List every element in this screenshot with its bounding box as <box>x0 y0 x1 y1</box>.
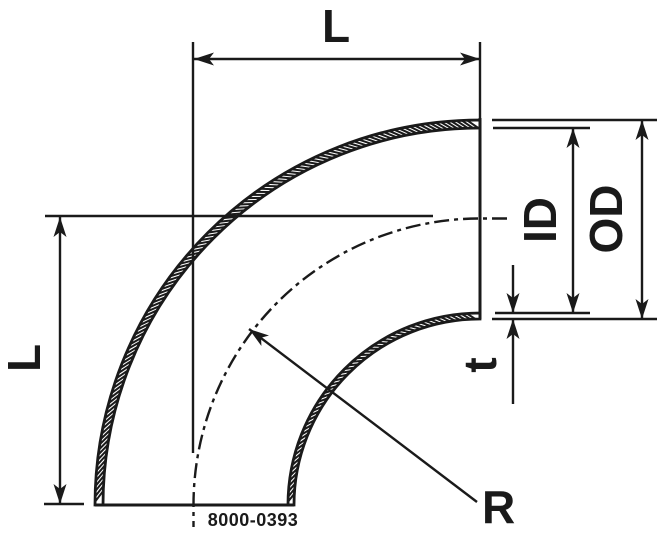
drawing-number: 8000-0393 <box>208 510 299 530</box>
label-inner-diameter: ID <box>514 197 566 243</box>
outer-wall-hatching <box>94 119 479 503</box>
arrowhead-up-icon <box>635 120 649 140</box>
elbow-outer-wall <box>93 118 482 507</box>
arrowhead-up-icon <box>566 128 580 148</box>
elbow-inner-wall <box>286 311 482 507</box>
dimension-length-left: L <box>0 217 84 506</box>
label-outer-diameter: OD <box>580 185 632 254</box>
arrowhead-down-icon <box>506 293 520 313</box>
bend-centerline-arc <box>192 217 507 527</box>
arrowhead-down-icon <box>53 484 67 504</box>
arrowhead-left-icon <box>194 52 214 66</box>
arrowhead-down-icon <box>566 293 580 313</box>
arrowhead-down-icon <box>635 299 649 319</box>
dimension-outer-diameter: OD <box>492 118 657 321</box>
dimension-inner-diameter: ID <box>493 126 590 315</box>
radius-callout: R <box>248 328 515 533</box>
arrowhead-right-icon <box>460 52 480 66</box>
arrowhead-up-icon <box>506 319 520 339</box>
inner-wall-hatching <box>287 312 477 503</box>
arrowhead-up-icon <box>53 217 67 237</box>
arrowhead-icon <box>249 329 269 346</box>
dimension-wall-thickness: t <box>454 265 520 404</box>
dimension-length-top: L <box>194 0 482 118</box>
leader-line <box>248 328 478 503</box>
label-length-top: L <box>322 0 350 52</box>
label-bend-radius: R <box>482 481 515 533</box>
label-length-left: L <box>0 344 50 372</box>
label-wall-thickness: t <box>454 357 506 372</box>
